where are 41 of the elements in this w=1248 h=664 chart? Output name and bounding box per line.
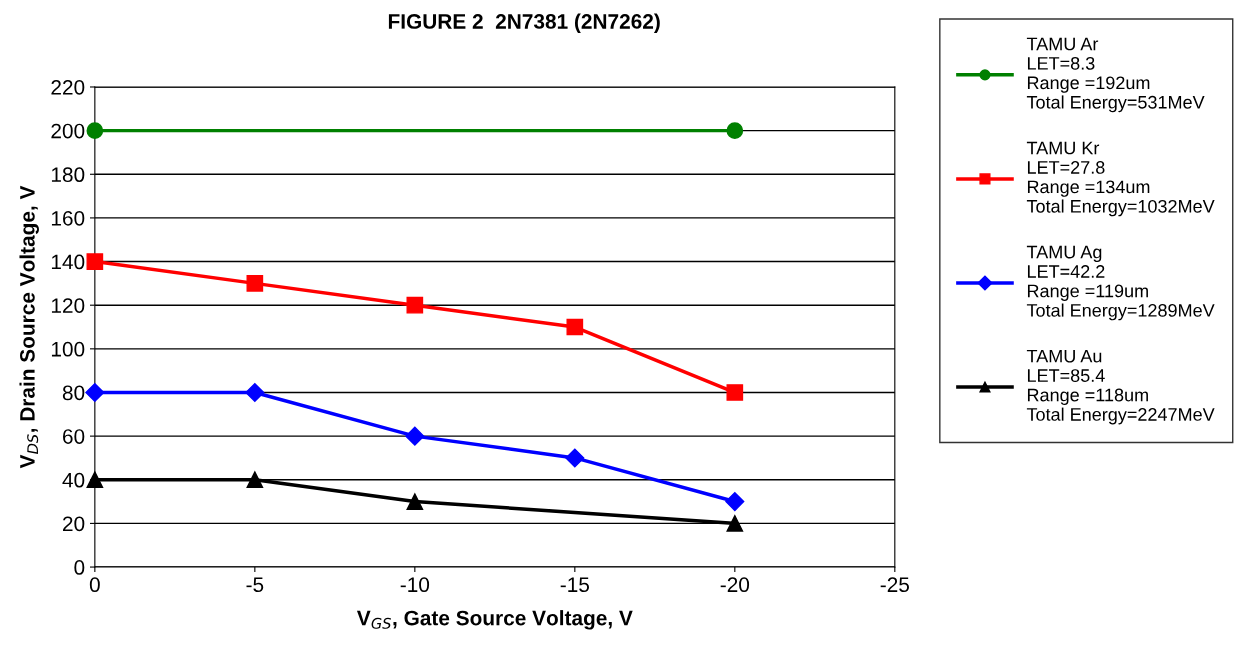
y-tick-label: 160 [51,210,85,226]
y-tick-label: 200 [51,123,85,139]
point [406,296,424,314]
point [246,275,264,292]
legend-label: TAMU Ar LET=8.3 Range =192um Total Energy=531MeV [1026,37,1205,113]
y-tick-label: 140 [51,254,85,270]
point [726,122,744,139]
point [85,382,105,403]
y-tick-label: 40 [62,472,85,488]
x-tick-label: -25 [880,577,909,593]
x-tick-label: 0 [89,577,100,593]
point [245,382,265,403]
point [246,471,264,489]
chart-title: FIGURE 2 2N7381 (2N7262) [388,13,660,33]
point [405,426,425,446]
y-tick-label: 100 [51,341,85,357]
point [406,493,424,510]
y-tick-label: 60 [63,429,85,444]
point [86,471,104,489]
point [86,253,104,270]
x-axis-title: V$_{GS}$, Gate Source Voltage, V [356,610,633,630]
point [725,492,745,512]
y-tick-label: 0 [74,560,85,575]
x-tick-label: -15 [560,577,590,593]
y-tick-label: 120 [51,298,85,313]
legend-label: TAMU Ag LET=42.2 Range =119um Total Energy=1289MeV [1026,245,1215,321]
x-tick-label: -10 [400,577,430,593]
point [726,515,744,532]
point [86,122,104,139]
y-tick-label: 180 [51,167,85,183]
x-tick-label: -20 [720,577,750,593]
point [566,318,584,336]
x-tick-label: -5 [246,577,264,593]
point [565,448,585,468]
y-tick-label: 220 [51,79,85,95]
y-tick-label: 80 [62,385,85,401]
legend-label: TAMU Kr LET=27.8 Range =134um Total Energy=1032MeV [1026,141,1215,217]
y-axis-title: V$_{DS}$, Drain Source Voltage, V [19,185,39,469]
legend-label: TAMU Au LET=85.4 Range =118um Total Energy=2247MeV [1026,349,1215,425]
point [726,384,744,401]
y-tick-label: 20 [63,516,85,532]
